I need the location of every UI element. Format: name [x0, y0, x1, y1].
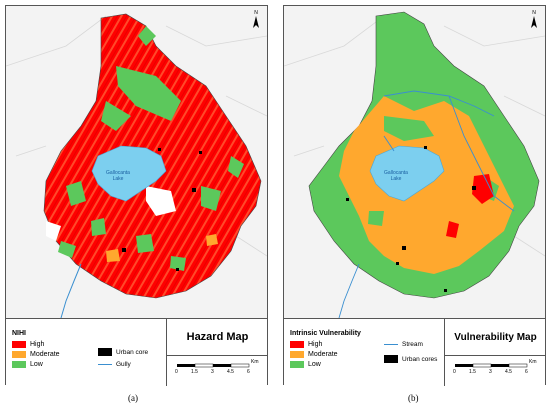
lake-label-line1: Gallocanta: [106, 170, 130, 176]
legend-item-high: High: [290, 341, 322, 348]
gully-line: [60, 263, 82, 318]
scale-tick-2: 3: [489, 369, 492, 375]
urban-core-marks: [346, 146, 476, 292]
legend-item-high: High: [12, 341, 44, 348]
scale-unit: Km: [529, 359, 537, 365]
legend-item-urban: Urban core: [98, 348, 148, 356]
scale-tick-1: 1.5: [469, 369, 476, 375]
no-data-areas: [46, 186, 176, 241]
legend: NIHI High Moderate Low Urban core Gully: [6, 319, 166, 385]
legend-label-gully: Gully: [116, 361, 131, 368]
gallocanta-lake: [369, 145, 445, 202]
background-roads: [284, 15, 545, 257]
scale-bar: 0 1.5 3 4.5 6 Km: [444, 355, 546, 386]
legend-item-moderate: Moderate: [12, 351, 60, 358]
swatch-low: [290, 361, 304, 368]
high-vulnerability-zones: [446, 174, 494, 238]
stream-swatch: [384, 343, 398, 346]
map-title-box: Vulnerability Map: [444, 319, 546, 355]
scale-tick-3: 4.5: [505, 369, 512, 375]
legend-item-urban: Urban cores: [384, 355, 437, 363]
legend-area: Intrinsic Vulnerability High Moderate Lo…: [284, 318, 546, 386]
caption-b: (b): [408, 393, 419, 403]
lake-label-line2: Lake: [391, 176, 402, 182]
urban-core-marks: [122, 148, 202, 271]
urban-core-swatch: [98, 348, 112, 356]
legend-item-low: Low: [290, 361, 321, 368]
scale-tick-4: 6: [525, 369, 528, 375]
scale-bar: 0 1.5 3 4.5 6 Km: [166, 355, 268, 386]
swatch-moderate: [290, 351, 304, 358]
low-hazard-patches: [58, 26, 244, 271]
stream-lines: [338, 90, 515, 318]
scale-unit: Km: [251, 359, 259, 365]
legend-item-moderate: Moderate: [290, 351, 338, 358]
legend-label-urban: Urban cores: [402, 355, 438, 363]
legend-item-gully: Gully: [98, 361, 131, 368]
legend-title: NIHI: [12, 330, 26, 337]
urban-core-swatch: [384, 355, 398, 363]
gully-swatch: [98, 363, 112, 366]
scale-bar-graphic: [177, 363, 250, 368]
swatch-moderate: [12, 351, 26, 358]
map-title-box: Hazard Map: [166, 319, 268, 355]
north-arrow-icon: N: [531, 10, 537, 28]
lake-label-line1: Gallocanta: [384, 170, 408, 176]
gallocanta-lake: [91, 145, 167, 202]
legend-label-high: High: [30, 341, 45, 348]
legend-label-high: High: [308, 341, 323, 348]
scale-tick-2: 3: [211, 369, 214, 375]
hazard-map: Gallocanta Lake N: [6, 10, 267, 318]
vulnerability-map: Gallocanta Lake N: [284, 10, 545, 318]
legend-area: NIHI High Moderate Low Urban core Gully: [6, 318, 268, 386]
legend: Intrinsic Vulnerability High Moderate Lo…: [284, 319, 444, 385]
hazard-map-panel: Gallocanta Lake N NIHI High Moderat: [5, 5, 268, 386]
svg-text:N: N: [532, 10, 536, 16]
legend-title: Intrinsic Vulnerability: [290, 330, 361, 337]
legend-label-low: Low: [308, 361, 321, 368]
swatch-low: [12, 361, 26, 368]
legend-item-low: Low: [12, 361, 43, 368]
scale-bar-graphic: [455, 363, 528, 368]
north-arrow-icon: N: [253, 10, 259, 28]
background-roads: [6, 15, 267, 257]
svg-text:N: N: [254, 10, 258, 16]
map-title: Vulnerability Map: [454, 331, 537, 343]
legend-label-moderate: Moderate: [308, 351, 338, 358]
scale-tick-4: 6: [247, 369, 250, 375]
scale-tick-3: 4.5: [227, 369, 234, 375]
legend-label-moderate: Moderate: [30, 351, 60, 358]
legend-label-stream: Stream: [402, 341, 423, 348]
legend-item-stream: Stream: [384, 341, 423, 348]
map-title: Hazard Map: [186, 331, 249, 343]
scale-tick-0: 0: [175, 369, 178, 375]
legend-label-urban: Urban core: [116, 348, 149, 356]
vulnerability-map-panel: Gallocanta Lake N Intrinsic Vulnerabilit…: [283, 5, 546, 386]
caption-a: (a): [128, 393, 138, 403]
scale-tick-0: 0: [453, 369, 456, 375]
scale-tick-1: 1.5: [191, 369, 198, 375]
swatch-high: [290, 341, 304, 348]
legend-label-low: Low: [30, 361, 43, 368]
lake-label-line2: Lake: [113, 176, 124, 182]
swatch-high: [12, 341, 26, 348]
